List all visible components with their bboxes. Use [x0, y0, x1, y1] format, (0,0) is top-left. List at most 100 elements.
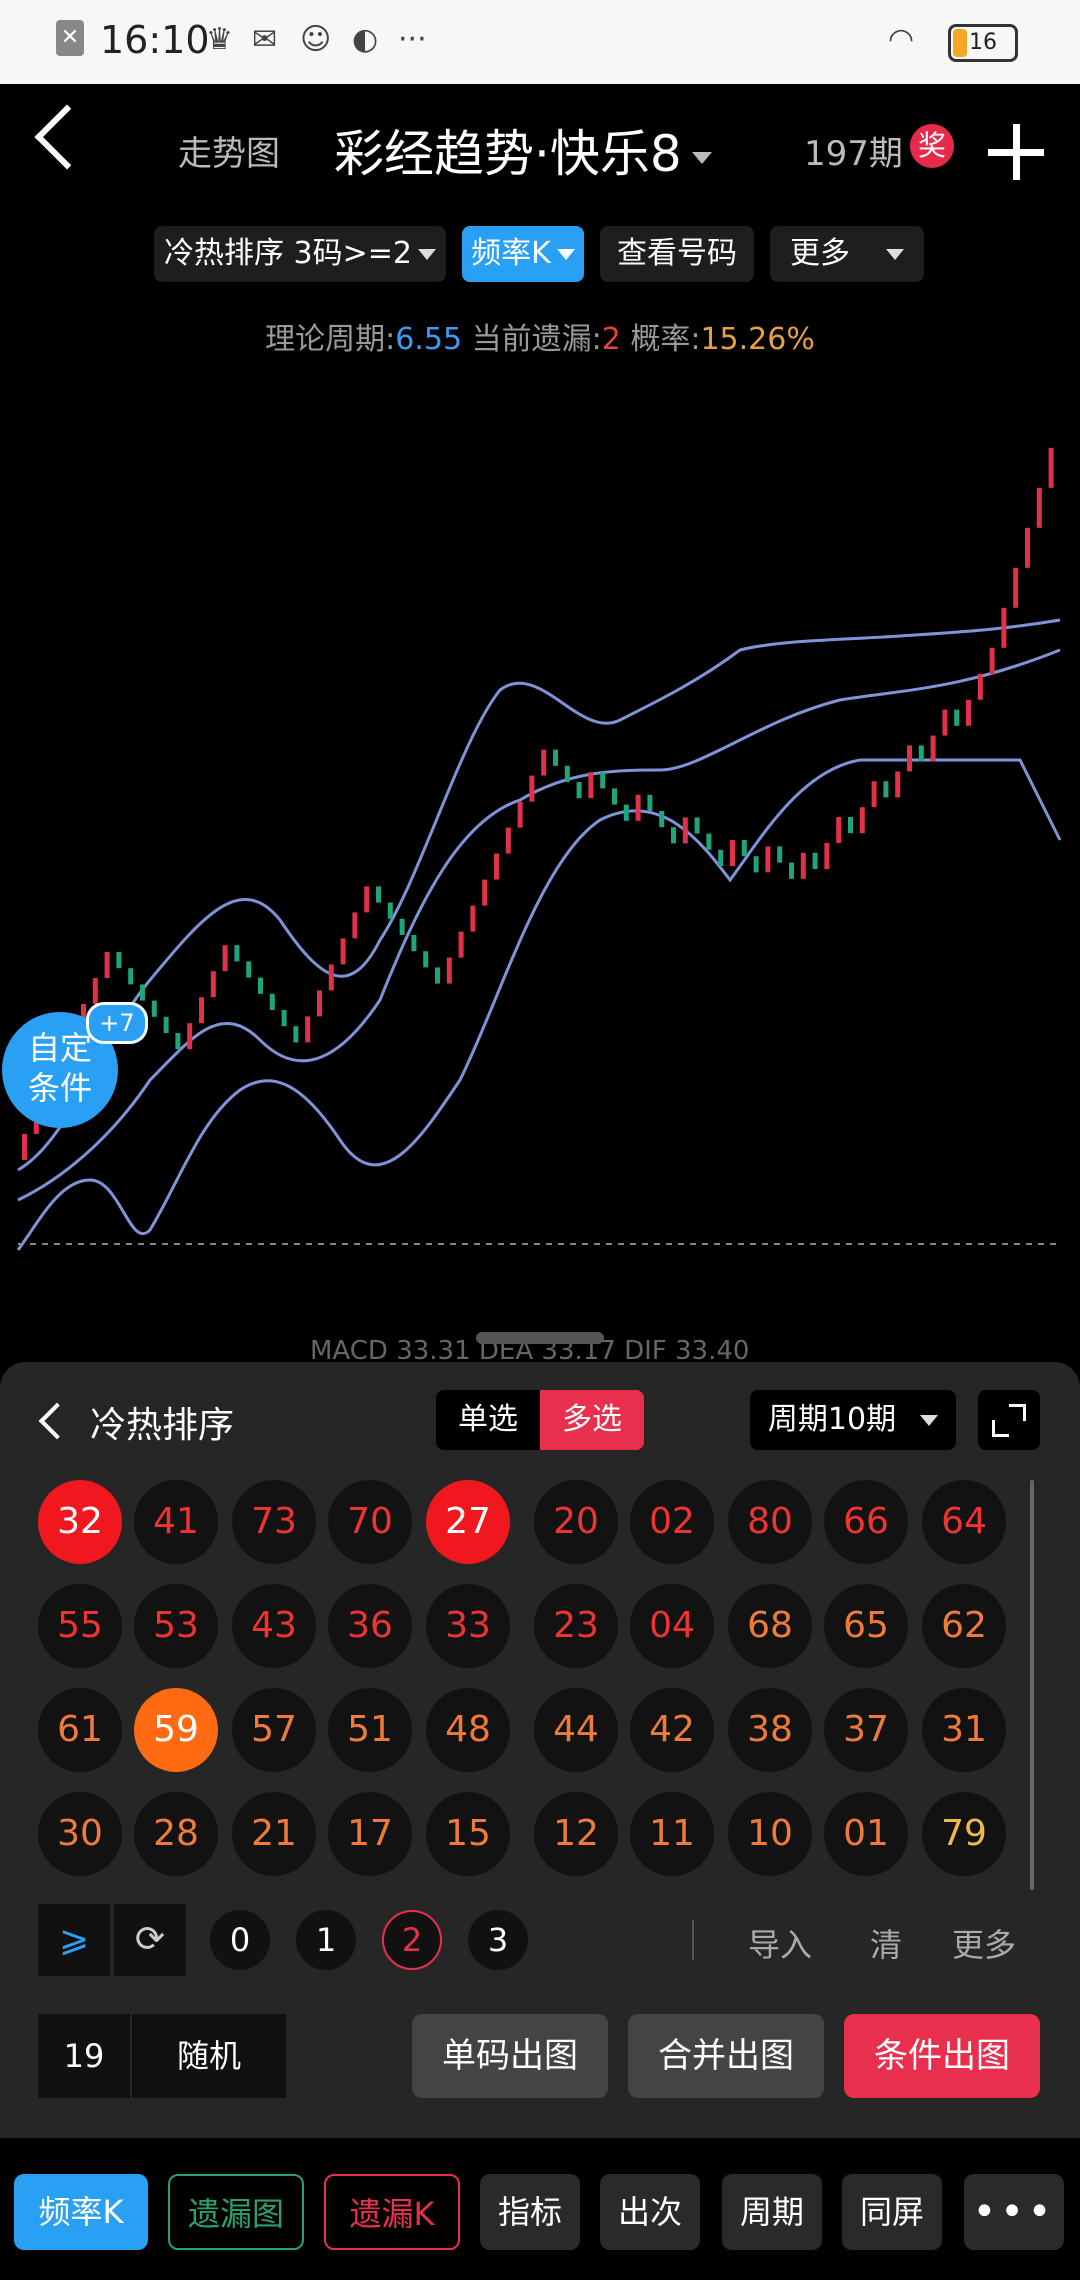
number-ball[interactable]: 17: [328, 1792, 412, 1876]
number-ball[interactable]: 41: [134, 1480, 218, 1564]
tab-same-screen[interactable]: 同屏: [842, 2174, 942, 2250]
number-ball[interactable]: 44: [534, 1688, 618, 1772]
random-button[interactable]: 随机: [132, 2014, 286, 2098]
single-chart-button[interactable]: 单码出图: [412, 2014, 608, 2098]
candle: [541, 749, 547, 776]
number-ball[interactable]: 04: [630, 1584, 714, 1668]
number-ball[interactable]: 53: [134, 1584, 218, 1668]
page-title[interactable]: 彩经趋势·快乐8: [334, 114, 712, 186]
more-notifications-icon: ···: [398, 22, 427, 57]
scrollbar[interactable]: [1030, 1480, 1034, 1890]
clear-button[interactable]: 清: [870, 1926, 903, 1964]
multi-select-tab[interactable]: 多选: [540, 1390, 644, 1450]
number-ball[interactable]: 38: [728, 1688, 812, 1772]
number-ball[interactable]: 32: [38, 1480, 122, 1564]
candle: [883, 781, 889, 798]
number-ball[interactable]: 42: [630, 1688, 714, 1772]
count-option-0[interactable]: 0: [210, 1910, 270, 1970]
import-button[interactable]: 导入: [748, 1926, 813, 1964]
candle: [812, 852, 818, 869]
candle: [635, 794, 641, 821]
candle: [163, 1016, 169, 1033]
more-dropdown[interactable]: 更多: [770, 226, 924, 282]
random-count-input[interactable]: 19: [38, 2014, 130, 2098]
tab-occurrence[interactable]: 出次: [600, 2174, 700, 2250]
number-ball[interactable]: 70: [328, 1480, 412, 1564]
number-ball[interactable]: 28: [134, 1792, 218, 1876]
number-ball[interactable]: 51: [328, 1688, 412, 1772]
add-icon[interactable]: [988, 124, 1044, 180]
back-icon[interactable]: [34, 104, 100, 170]
count-option-3[interactable]: 3: [468, 1910, 528, 1970]
drag-handle[interactable]: [476, 1332, 604, 1344]
number-ball[interactable]: 37: [824, 1688, 908, 1772]
number-ball[interactable]: 02: [630, 1480, 714, 1564]
band-line: [16, 758, 1062, 1251]
view-numbers-button[interactable]: 查看号码: [600, 226, 754, 282]
close-notification-icon: ✕: [56, 20, 84, 56]
number-ball[interactable]: 20: [534, 1480, 618, 1564]
count-option-1[interactable]: 1: [296, 1910, 356, 1970]
number-ball[interactable]: 79: [922, 1792, 1006, 1876]
candle: [1048, 447, 1054, 488]
number-ball[interactable]: 48: [426, 1688, 510, 1772]
number-ball[interactable]: 66: [824, 1480, 908, 1564]
number-ball[interactable]: 30: [38, 1792, 122, 1876]
candle: [423, 951, 429, 968]
dropdown-arrow-icon: [886, 249, 904, 260]
expand-icon[interactable]: [978, 1390, 1040, 1450]
freq-k-dropdown[interactable]: 频率K: [462, 226, 584, 282]
number-ball[interactable]: 64: [922, 1480, 1006, 1564]
number-ball[interactable]: 80: [728, 1480, 812, 1564]
refresh-icon[interactable]: ⟳: [114, 1904, 186, 1976]
tab-period[interactable]: 周期: [722, 2174, 822, 2250]
number-ball[interactable]: 65: [824, 1584, 908, 1668]
number-ball[interactable]: 12: [534, 1792, 618, 1876]
candle: [151, 1000, 157, 1017]
number-ball[interactable]: 27: [426, 1480, 510, 1564]
candle: [340, 938, 346, 965]
hot-cold-sort-dropdown[interactable]: 冷热排序 3码>=2: [154, 226, 446, 282]
tab-freq-k[interactable]: 频率K: [14, 2174, 148, 2250]
candle: [128, 968, 134, 985]
number-ball[interactable]: 36: [328, 1584, 412, 1668]
candle: [1013, 567, 1019, 608]
single-select-tab[interactable]: 单选: [436, 1390, 540, 1450]
number-ball[interactable]: 23: [534, 1584, 618, 1668]
number-ball[interactable]: 55: [38, 1584, 122, 1668]
award-badge[interactable]: 奖: [910, 124, 954, 168]
period-value: 6.55: [395, 322, 463, 357]
number-ball[interactable]: 57: [232, 1688, 316, 1772]
more-tabs-icon[interactable]: •••: [964, 2174, 1064, 2250]
candle: [765, 846, 771, 873]
tab-miss-k[interactable]: 遗漏K: [324, 2174, 460, 2250]
number-ball[interactable]: 21: [232, 1792, 316, 1876]
panel-back-icon[interactable]: [38, 1402, 76, 1440]
number-ball[interactable]: 10: [728, 1792, 812, 1876]
number-ball[interactable]: 61: [38, 1688, 122, 1772]
trend-chart-link[interactable]: 走势图: [178, 134, 280, 174]
candle: [871, 781, 877, 808]
more-button[interactable]: 更多: [952, 1926, 1017, 1964]
candle: [269, 993, 275, 1010]
merge-chart-button[interactable]: 合并出图: [628, 2014, 824, 2098]
number-ball[interactable]: 31: [922, 1688, 1006, 1772]
number-ball[interactable]: 43: [232, 1584, 316, 1668]
period-dropdown[interactable]: 周期10期: [750, 1390, 956, 1450]
tab-indicator[interactable]: 指标: [480, 2174, 580, 2250]
condition-chart-button[interactable]: 条件出图: [844, 2014, 1040, 2098]
number-ball[interactable]: 68: [728, 1584, 812, 1668]
number-ball[interactable]: 11: [630, 1792, 714, 1876]
number-ball[interactable]: 62: [922, 1584, 1006, 1668]
number-ball[interactable]: 01: [824, 1792, 908, 1876]
dropdown-arrow-icon: [920, 1415, 939, 1426]
count-option-2[interactable]: 2: [382, 1910, 442, 1970]
greater-equal-icon[interactable]: ⩾: [38, 1904, 110, 1976]
number-ball[interactable]: 59: [134, 1688, 218, 1772]
number-ball[interactable]: 33: [426, 1584, 510, 1668]
candle: [930, 735, 936, 762]
tab-miss-chart[interactable]: 遗漏图: [168, 2174, 304, 2250]
number-ball[interactable]: 73: [232, 1480, 316, 1564]
number-ball[interactable]: 15: [426, 1792, 510, 1876]
candle: [907, 745, 912, 772]
